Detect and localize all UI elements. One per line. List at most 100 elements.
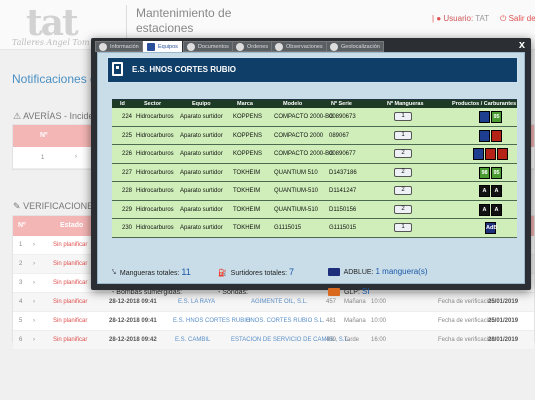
fuel-product-label: A bbox=[482, 188, 487, 194]
cell-id: 229 bbox=[122, 206, 133, 213]
fuel-product-label: 95 bbox=[493, 114, 500, 120]
cell-equipo: Aparato surtidor bbox=[180, 225, 223, 231]
close-icon[interactable]: x bbox=[518, 39, 525, 51]
equipment-table: Id Sector Equipo Marca Modelo Nº Serie N… bbox=[112, 99, 517, 238]
tab-equipos[interactable]: Equipos bbox=[143, 41, 182, 52]
cell-sector: Hidrocarburos bbox=[136, 169, 174, 176]
fuel-product-icon: 98 bbox=[479, 166, 490, 179]
chevron-right-icon[interactable]: › bbox=[33, 280, 35, 286]
table-row[interactable]: 6 › Sin planificar 28-12-2018 09:42 E.S.… bbox=[13, 331, 534, 350]
mangueras-button[interactable]: 2 bbox=[394, 186, 412, 195]
table-row[interactable]: 226 Hidrocarburos Aparato surtidor KOPPENS C… bbox=[112, 145, 517, 164]
glp-value: SI bbox=[361, 287, 370, 296]
cell-marca: TOKHEIM bbox=[233, 188, 261, 194]
table-row[interactable]: 3 › Sin planificar bbox=[13, 274, 534, 293]
station-link[interactable]: E.S. LA RAYA bbox=[178, 299, 216, 305]
cell-modelo: COMPACTO 2000 bbox=[274, 132, 324, 139]
mangueras-button[interactable]: 2 bbox=[394, 149, 412, 158]
mangueras-button[interactable]: 2 bbox=[394, 167, 412, 177]
cell-equipo: Aparato surtidor bbox=[180, 206, 223, 213]
station-link[interactable]: E.S. HNOS CORTES RUBIO bbox=[173, 318, 251, 324]
station-header: E.S. HNOS CORTES RUBIO bbox=[107, 57, 518, 83]
tab-ordenes[interactable]: Ordenes bbox=[232, 41, 273, 52]
row-number: 4 bbox=[19, 299, 23, 305]
chevron-right-icon[interactable]: › bbox=[75, 154, 77, 160]
app-title: Mantenimiento de estaciones bbox=[136, 6, 232, 35]
company-logo[interactable]: tat Talleres Angel Tom bbox=[8, 4, 120, 48]
tab-label: Ordenes bbox=[247, 44, 269, 50]
tab-label: Geolocalización bbox=[341, 44, 380, 50]
table-row[interactable]: 230 Hidrocarburos Aparato surtidor TOKHEIM G… bbox=[112, 219, 517, 238]
status-text: Sin planificar bbox=[53, 337, 88, 343]
col-mangueras: Nº Mangueras bbox=[387, 101, 424, 107]
fuel-product-icon: A bbox=[491, 203, 502, 216]
cell-serie: 089067 bbox=[329, 132, 350, 139]
company-link[interactable]: AGIMENTE OIL, S.L. bbox=[251, 299, 308, 305]
chevron-right-icon[interactable]: › bbox=[33, 299, 35, 305]
info-icon bbox=[99, 43, 107, 51]
cell-equipo: Aparato surtidor bbox=[180, 188, 223, 194]
table-row[interactable]: 227 Hidrocarburos Aparato surtidor TOKHEIM Q… bbox=[112, 164, 517, 182]
table-row[interactable]: 229 Hidrocarburos Aparato surtidor TOKHEIM Q… bbox=[112, 201, 517, 219]
time-text: 10:00 bbox=[371, 299, 387, 305]
fuel-product-icon: A bbox=[491, 185, 502, 197]
tab-geolocalizacion[interactable]: Geolocalización bbox=[326, 41, 384, 52]
tab-observaciones[interactable]: Observaciones bbox=[271, 41, 327, 52]
chevron-right-icon[interactable]: › bbox=[33, 337, 35, 343]
cell-id: 225 bbox=[122, 132, 133, 139]
mangueras-value: 11 bbox=[181, 267, 191, 277]
tab-label: Observaciones bbox=[286, 44, 323, 50]
company-link[interactable]: HNOS. CORTES RUBIO S.L. bbox=[246, 318, 325, 324]
chevron-right-icon[interactable]: › bbox=[33, 242, 35, 248]
table-row[interactable]: 228 Hidrocarburos Aparato surtidor TOKHEIM Q… bbox=[112, 182, 517, 201]
exit-link[interactable]: ⏻ Salir de bbox=[500, 14, 535, 24]
tab-informacion[interactable]: Información bbox=[95, 41, 143, 52]
station-name: E.S. HNOS CORTES RUBIO bbox=[132, 65, 237, 74]
mangueras-button[interactable]: 1 bbox=[394, 112, 412, 121]
user-label: Usuario: bbox=[443, 14, 474, 23]
table-row[interactable]: 4 › Sin planificar 28-12-2018 09:41 E.S.… bbox=[13, 293, 534, 312]
power-icon: ⏻ bbox=[500, 14, 507, 23]
chevron-right-icon[interactable]: › bbox=[33, 261, 35, 267]
cell-marca: TOKHEIM bbox=[233, 169, 261, 176]
mangueras-button[interactable]: 1 bbox=[394, 130, 412, 140]
col-modelo: Modelo bbox=[283, 101, 303, 107]
cell-serie: 00890677 bbox=[329, 151, 356, 157]
map-pin-icon bbox=[330, 43, 338, 51]
document-icon bbox=[187, 43, 195, 51]
bombas-label: - Bombas sumergidas: bbox=[112, 289, 183, 296]
cell-id: 224 bbox=[122, 114, 133, 120]
cell-equipo: Aparato surtidor bbox=[180, 151, 223, 157]
fuel-product-icon: 95 bbox=[491, 166, 502, 179]
fuel-product-icon bbox=[473, 148, 484, 160]
shift-text: Tarde bbox=[344, 337, 360, 343]
fuel-product-label: A bbox=[482, 206, 487, 213]
cell-modelo: G1115015 bbox=[274, 225, 302, 231]
cell-id: 228 bbox=[122, 188, 133, 194]
cell-serie: D1141247 bbox=[329, 188, 357, 194]
company-link[interactable]: ESTACION DE SERVICIO DE CAMBIL, S.L. bbox=[231, 337, 350, 343]
mangueras-button[interactable]: 2 bbox=[394, 204, 412, 214]
mangueras-button[interactable]: 1 bbox=[394, 223, 412, 232]
fuel-product-icon bbox=[479, 111, 490, 123]
glp-label: GLP: bbox=[343, 289, 360, 296]
fuel-product-label: A bbox=[494, 188, 499, 194]
table-row[interactable]: 224 Hidrocarburos Aparato surtidor KOPPENS C… bbox=[112, 108, 517, 127]
cell-serie: G1115015 bbox=[329, 225, 357, 231]
col-marca: Marca bbox=[237, 101, 253, 107]
table-row[interactable]: 225 Hidrocarburos Aparato surtidor KOPPENS C… bbox=[112, 127, 517, 145]
glp-total: GLP: SI bbox=[328, 287, 370, 297]
cell-sector: Hidrocarburos bbox=[136, 188, 174, 194]
averias-title: ⚠ AVERÍAS - Incide bbox=[13, 111, 93, 122]
verificaciones-title: ✎ VERIFICACIONES bbox=[13, 201, 99, 212]
cell-sector: Hidrocarburos bbox=[136, 225, 174, 231]
chevron-right-icon[interactable]: › bbox=[33, 318, 35, 324]
table-row[interactable]: 5 › Sin planificar 28-12-2018 09:41 E.S.… bbox=[13, 312, 534, 331]
equipment-table-header: Id Sector Equipo Marca Modelo Nº Serie N… bbox=[112, 100, 517, 108]
user-value: TAT bbox=[475, 14, 490, 23]
station-link[interactable]: E.S. CAMBIL bbox=[175, 337, 211, 343]
tab-documentos[interactable]: Documentos bbox=[183, 41, 233, 52]
number-text: 457 bbox=[326, 299, 337, 305]
status-text: Sin planificar bbox=[53, 261, 88, 267]
status-text: Sin planificar bbox=[53, 299, 88, 305]
